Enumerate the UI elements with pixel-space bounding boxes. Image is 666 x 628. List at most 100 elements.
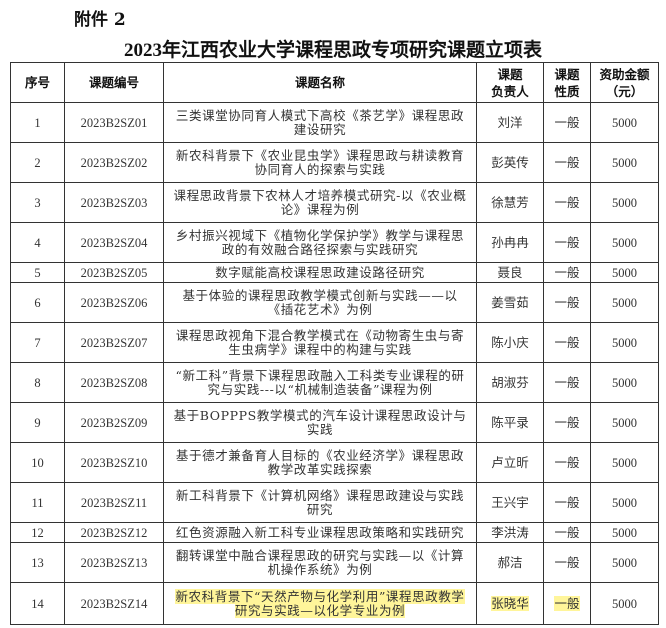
cell-no-text: 14 [31, 596, 44, 611]
cell-no-text: 3 [34, 195, 41, 210]
cell-nature: 一般 [543, 142, 591, 183]
cell-amount: 5000 [590, 542, 659, 583]
cell-leader-text: 彭英传 [491, 154, 529, 170]
cell-amount-text: 5000 [612, 115, 637, 130]
cell-name-text: 翻转课堂中融合课程思政的研究与实践—以《计算机操作系统》为例 [175, 547, 465, 577]
cell-leader: 李洪涛 [476, 522, 544, 543]
cell-code-text: 2023B2SZ12 [80, 525, 148, 540]
cell-amount-text: 5000 [612, 295, 637, 310]
cell-no-text: 8 [34, 375, 41, 390]
table-row: 5 2023B2SZ05 数字赋能高校课程思政建设路径研究 聂良 一般 5000 [10, 262, 659, 283]
cell-code: 2023B2SZ10 [64, 442, 164, 483]
cell-amount: 5000 [590, 282, 659, 323]
cell-nature: 一般 [543, 322, 591, 363]
cell-leader: 陈平录 [476, 402, 544, 443]
cell-code: 2023B2SZ01 [64, 102, 164, 143]
table-row: 4 2023B2SZ04 乡村振兴视域下《植物化学保护学》教学与课程思政的有效融合路… [10, 222, 659, 263]
header-amount-line2: （元） [605, 83, 644, 99]
cell-leader: 张晓华 [476, 582, 544, 625]
cell-code-text: 2023B2SZ14 [80, 596, 148, 611]
header-nature-line2: 性质 [554, 83, 580, 99]
cell-amount: 5000 [590, 442, 659, 483]
table-row: 8 2023B2SZ08 “新工科”背景下课程思政融入工科类专业课程的研究与实践--… [10, 362, 659, 403]
cell-nature-text: 一般 [554, 524, 580, 540]
cell-nature-text: 一般 [554, 554, 580, 570]
cell-leader-text: 卢立昕 [491, 454, 529, 470]
cell-amount: 5000 [590, 322, 659, 363]
cell-leader-text: 刘洋 [497, 114, 523, 130]
table-row: 11 2023B2SZ11 新工科背景下《计算机网络》课程思政建设与实践研究 王兴宇 一… [10, 482, 659, 523]
cell-no: 6 [10, 282, 65, 323]
cell-no-text: 5 [34, 265, 41, 280]
cell-amount-text: 5000 [612, 555, 637, 570]
cell-code-text: 2023B2SZ09 [80, 415, 148, 430]
header-amount-line1: 资助金额 [599, 66, 650, 82]
cell-leader: 刘洋 [476, 102, 544, 143]
header-leader: 课题 负责人 [476, 62, 544, 103]
cell-nature-text: 一般 [554, 294, 580, 310]
cell-no-text: 7 [34, 335, 41, 350]
cell-no: 13 [10, 542, 65, 583]
header-nature: 课题 性质 [543, 62, 591, 103]
cell-no-text: 13 [31, 555, 44, 570]
cell-leader: 卢立昕 [476, 442, 544, 483]
cell-no: 14 [10, 582, 65, 625]
cell-nature: 一般 [543, 482, 591, 523]
cell-name: 课程思政背景下农林人才培养模式研究-以《农业概论》课程为例 [163, 182, 477, 223]
cell-no-text: 4 [34, 235, 41, 250]
table-row: 14 2023B2SZ14 新农科背景下“天然产物与化学利用”课程思政教学研究与实践… [10, 582, 659, 625]
cell-leader-text: 孙冉冉 [491, 234, 529, 250]
cell-amount: 5000 [590, 522, 659, 543]
cell-name: 三类课堂协同育人模式下高校《茶艺学》课程思政建设研究 [163, 102, 477, 143]
cell-code-text: 2023B2SZ05 [80, 265, 148, 280]
header-no: 序号 [10, 62, 65, 103]
cell-name: 乡村振兴视域下《植物化学保护学》教学与课程思政的有效融合路径探索与实践研究 [163, 222, 477, 263]
cell-leader-text: 聂良 [497, 264, 523, 280]
table-row: 7 2023B2SZ07 课程思政视角下混合教学模式在《动物寄生虫与寄生虫病学》课程… [10, 322, 659, 363]
cell-amount-text: 5000 [612, 596, 637, 611]
cell-name-text: 基于德才兼备育人目标的《农业经济学》课程思政教学改革实践探索 [175, 447, 465, 477]
cell-nature: 一般 [543, 182, 591, 223]
cell-code-text: 2023B2SZ06 [80, 295, 148, 310]
cell-name-text: 新农科背景下“天然产物与化学利用”课程思政教学研究与实践—以化学专业为例 [175, 588, 465, 618]
cell-no-text: 1 [34, 115, 41, 130]
cell-code: 2023B2SZ14 [64, 582, 164, 625]
header-code: 课题编号 [64, 62, 164, 103]
cell-leader: 聂良 [476, 262, 544, 283]
cell-nature: 一般 [543, 442, 591, 483]
cell-leader-text: 郝洁 [497, 554, 523, 570]
header-amount: 资助金额 （元） [590, 62, 659, 103]
cell-name-text: 基于BOPPPS教学模式的汽车设计课程思政设计与实践 [173, 407, 467, 437]
cell-leader: 姜雪茹 [476, 282, 544, 323]
cell-name-text: 新农科背景下《农业昆虫学》课程思政与耕读教育协同育人的探索与实践 [175, 147, 465, 177]
cell-no: 10 [10, 442, 65, 483]
cell-leader-text: 李洪涛 [491, 524, 529, 540]
cell-leader-text: 陈平录 [491, 414, 529, 430]
cell-nature-text: 一般 [554, 454, 580, 470]
cell-nature-text: 一般 [554, 334, 580, 350]
cell-name-text: 基于体验的课程思政教学模式创新与实践——以《插花艺术》为例 [182, 287, 458, 317]
cell-amount-text: 5000 [612, 235, 637, 250]
cell-code-text: 2023B2SZ11 [80, 495, 148, 510]
cell-amount: 5000 [590, 482, 659, 523]
cell-nature: 一般 [543, 262, 591, 283]
cell-code: 2023B2SZ09 [64, 402, 164, 443]
cell-no-text: 2 [34, 155, 41, 170]
cell-amount-text: 5000 [612, 525, 637, 540]
table-row: 10 2023B2SZ10 基于德才兼备育人目标的《农业经济学》课程思政教学改革实践… [10, 442, 659, 483]
cell-no: 12 [10, 522, 65, 543]
cell-no-text: 10 [31, 455, 44, 470]
cell-amount: 5000 [590, 142, 659, 183]
cell-amount-text: 5000 [612, 495, 637, 510]
cell-nature: 一般 [543, 582, 591, 625]
cell-no: 7 [10, 322, 65, 363]
header-leader-line1: 课题 [497, 66, 523, 82]
cell-leader-text: 陈小庆 [491, 334, 529, 350]
cell-name-text: 新工科背景下《计算机网络》课程思政建设与实践研究 [175, 487, 465, 517]
cell-no-text: 6 [34, 295, 41, 310]
cell-leader: 郝洁 [476, 542, 544, 583]
cell-nature-text: 一般 [554, 494, 580, 510]
cell-nature-text: 一般 [554, 595, 580, 611]
cell-no-text: 12 [31, 525, 44, 540]
cell-code: 2023B2SZ04 [64, 222, 164, 263]
